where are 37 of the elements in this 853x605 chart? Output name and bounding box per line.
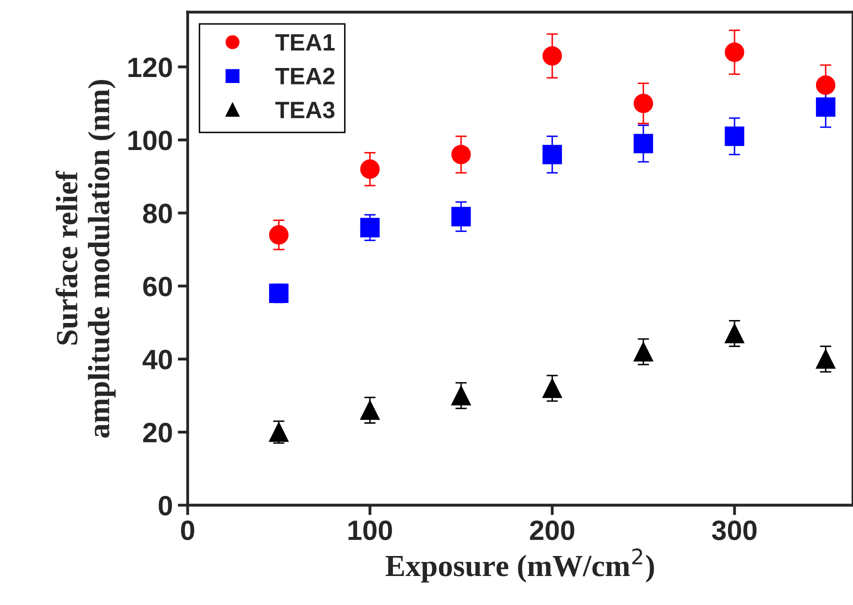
point [724, 324, 744, 344]
legend-label: TEA1 [275, 34, 335, 50]
point [634, 342, 654, 362]
y-tick-label: 20 [143, 422, 172, 442]
point [451, 206, 471, 226]
x-tick-label: 100 [348, 520, 392, 540]
y-tick-label: 80 [143, 204, 172, 224]
point [360, 159, 380, 179]
point [451, 386, 471, 406]
point [360, 400, 380, 420]
legend-label: TEA2 [275, 68, 334, 84]
point [542, 144, 562, 164]
x-axis-title: Exposure (mW/cm$^{2}$) [386, 548, 654, 583]
point [724, 126, 744, 146]
y-axis-title: Surface relief amplitude modulation (nm) [56, 80, 116, 438]
x-tick-label: 200 [530, 520, 574, 540]
point [816, 97, 836, 117]
point [542, 378, 562, 398]
y-tick-label: 60 [143, 276, 172, 296]
x-tick-label: 300 [712, 520, 757, 540]
point [451, 144, 471, 164]
point [542, 46, 562, 66]
point [269, 225, 289, 245]
point [816, 75, 836, 95]
point [269, 284, 289, 304]
point [634, 134, 654, 154]
point [634, 94, 654, 114]
y-tick-label: 0 [158, 496, 172, 516]
point [269, 422, 289, 442]
x-tick-label: 0 [181, 520, 194, 540]
point [816, 349, 836, 369]
point [360, 218, 380, 238]
y-tick-label: 40 [142, 350, 172, 370]
y-tick-label: 120 [128, 58, 172, 78]
legend-label: TEA3 [275, 102, 335, 118]
y-tick-label: 100 [128, 130, 172, 150]
point [724, 42, 744, 62]
